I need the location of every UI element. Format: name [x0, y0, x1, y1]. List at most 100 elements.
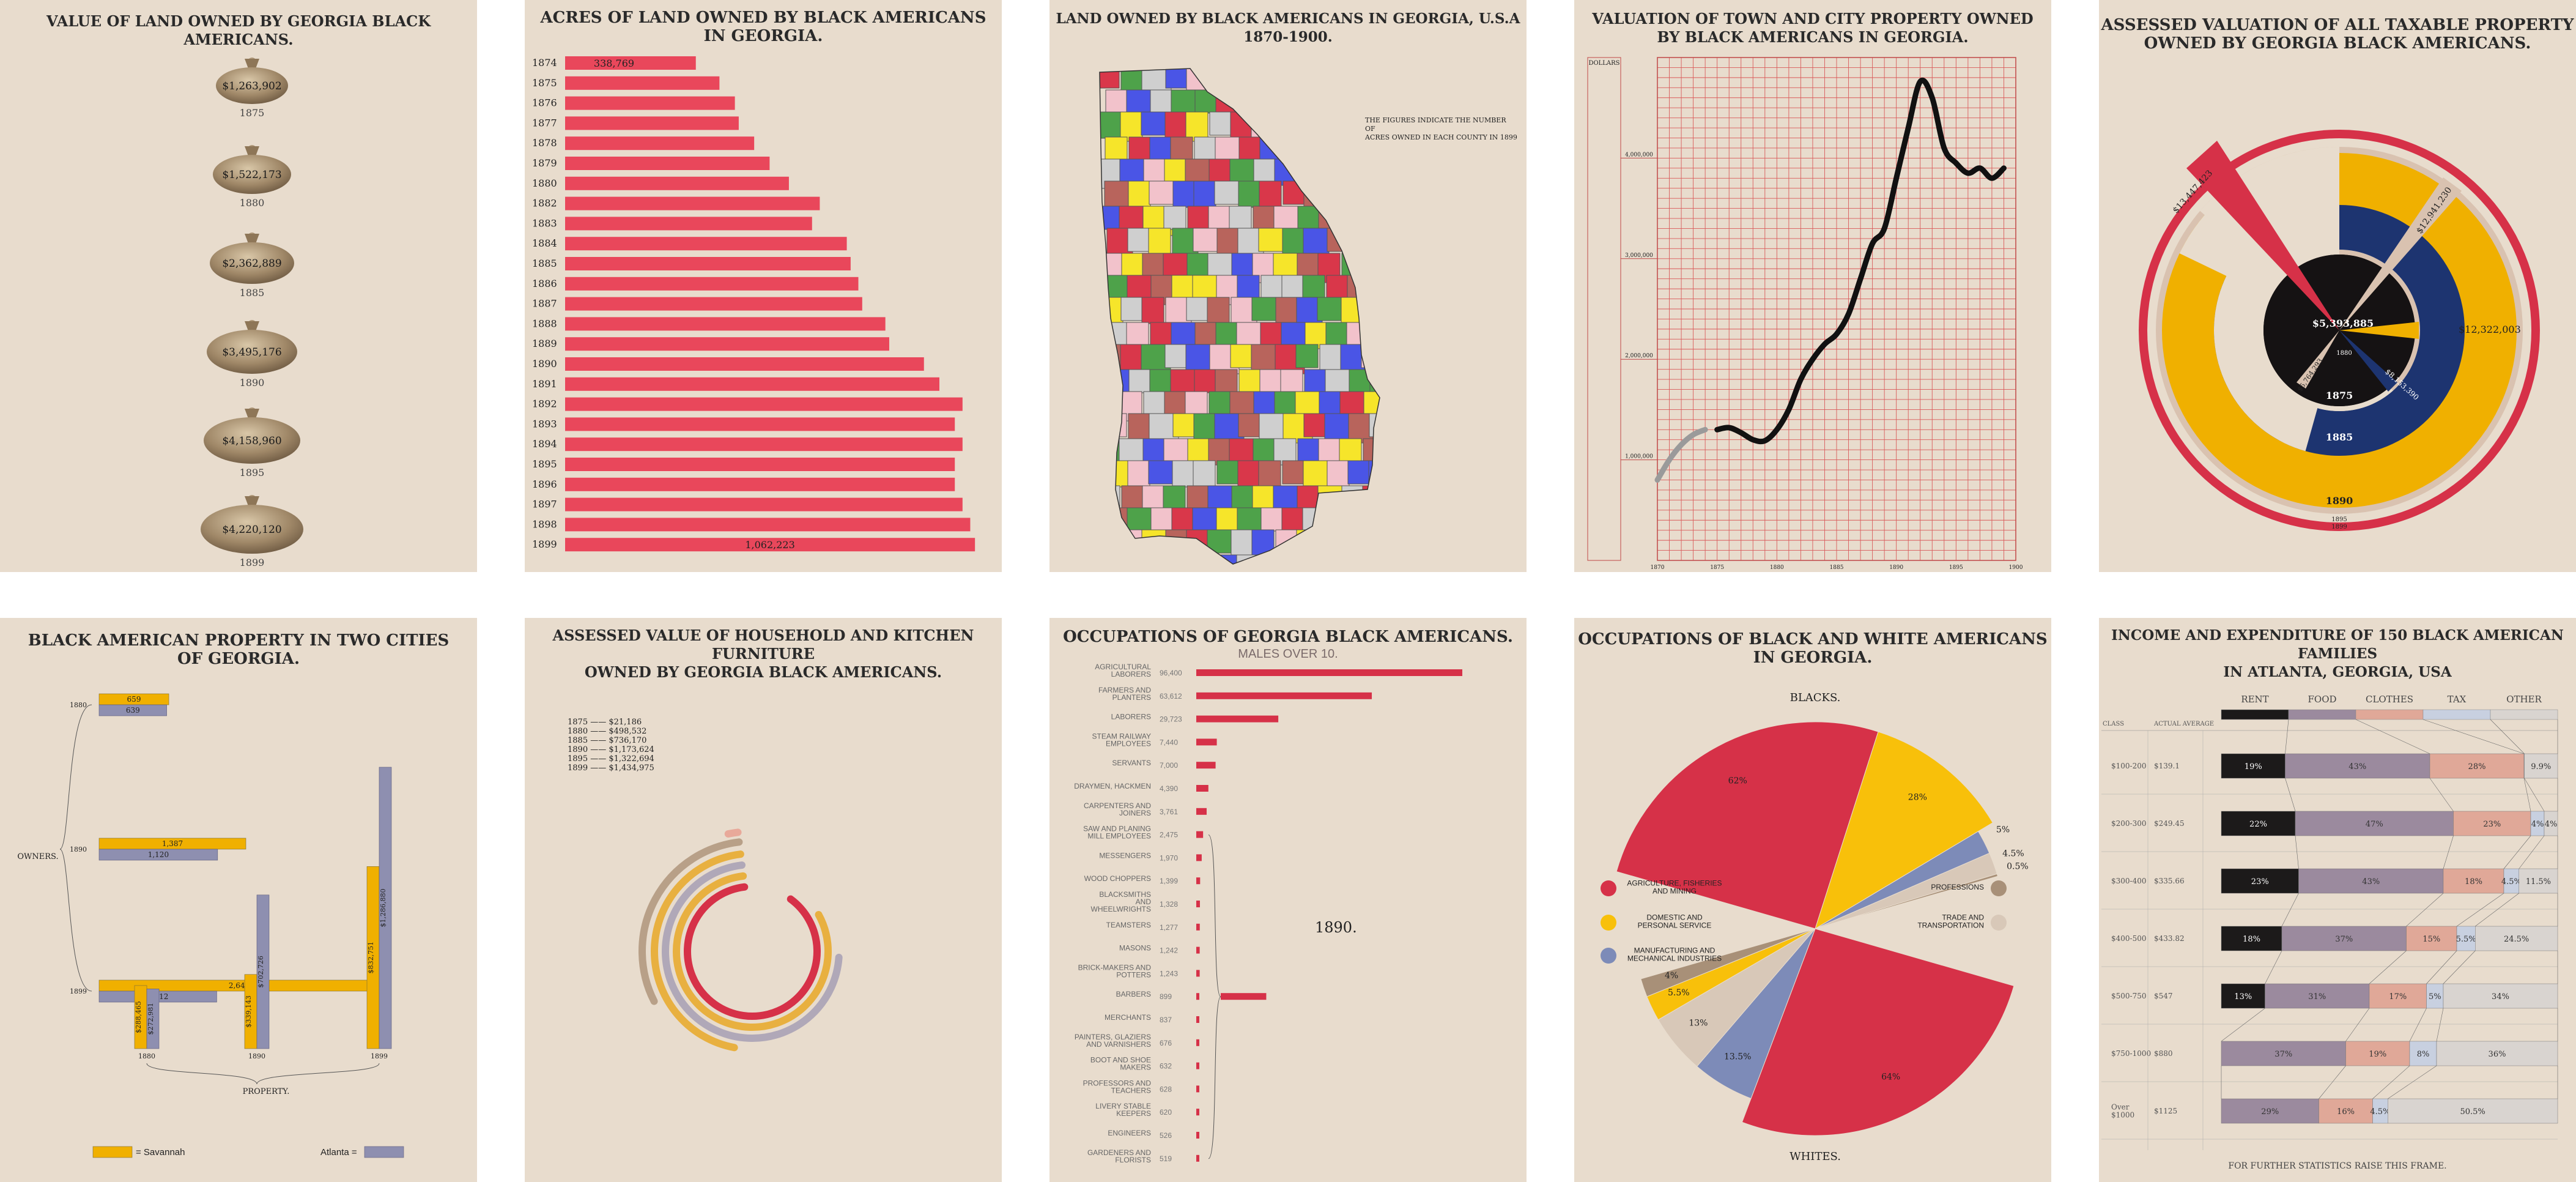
connector-line — [2443, 835, 2454, 869]
row-year-label: 1880 — [70, 701, 87, 709]
county — [1347, 228, 1371, 255]
county — [1207, 297, 1230, 324]
furniture-arc — [684, 883, 821, 1020]
year-label: 1899 — [240, 557, 265, 568]
other-occupations-bar — [1221, 993, 1267, 1000]
year-label: 1880 — [532, 177, 557, 189]
county — [1171, 275, 1194, 299]
y-tick-label: 3,000,000 — [1625, 253, 1653, 259]
map-annotation: THE FIGURES INDICATE THE NUMBER OF ACRES… — [1365, 116, 1517, 141]
occupation-bar — [1196, 1016, 1199, 1023]
expense-segment — [2475, 926, 2558, 951]
county — [1275, 69, 1306, 95]
expense-label: 19% — [2245, 762, 2262, 771]
x-tick-label: 1890 — [1889, 565, 1903, 571]
average-label: $547 — [2154, 992, 2173, 1000]
owners-axis-label: OWNERS. — [17, 852, 58, 861]
whites-label: WHITES. — [1790, 1150, 1841, 1163]
average-label: $249.45 — [2154, 819, 2185, 828]
occupation-value: 837 — [1160, 1016, 1172, 1024]
year-label: 1887 — [532, 298, 557, 310]
occupation-value: 1,242 — [1160, 946, 1178, 955]
x-tick-label: 1885 — [1830, 565, 1844, 571]
county — [1302, 275, 1325, 299]
county — [1363, 158, 1380, 189]
expense-segment — [2319, 1098, 2373, 1124]
year-label-1890: 1890 — [2326, 495, 2353, 507]
year-label: 1878 — [532, 137, 557, 149]
legend-dot — [1991, 880, 2007, 896]
legend-label-savannah: = Savannah — [136, 1147, 185, 1158]
header-swatch — [2490, 709, 2558, 720]
panel-occupations-males: OCCUPATIONS OF GEORGIA BLACK AMERICANS. … — [1049, 618, 1527, 1182]
acre-bar — [565, 458, 955, 471]
occupation-label: TEAMSTERS — [1106, 921, 1151, 929]
value-label-1890: $12,322,003 — [2459, 324, 2521, 335]
county — [1238, 413, 1261, 437]
county — [1339, 206, 1369, 236]
acre-bar — [565, 96, 735, 110]
bag-knot — [245, 146, 259, 156]
plot-frame — [1657, 57, 2016, 561]
occupation-value: 628 — [1160, 1085, 1172, 1093]
owners-value-savannah: 2,647 — [229, 981, 250, 990]
expense-label: 47% — [2366, 820, 2383, 829]
expense-label: 23% — [2483, 820, 2501, 829]
expense-label: 37% — [2335, 935, 2353, 944]
connector-line — [2372, 1065, 2410, 1099]
money-bag — [204, 417, 300, 464]
county — [1282, 228, 1305, 255]
county — [1370, 89, 1380, 120]
whites-percent-label: 13% — [1689, 1019, 1708, 1028]
expense-segment — [2221, 811, 2296, 836]
county — [1273, 253, 1300, 277]
furniture-arc — [662, 861, 843, 1042]
expense-segment — [2298, 868, 2444, 894]
connector-line — [2369, 950, 2407, 984]
owners-value-savannah: 659 — [127, 695, 141, 704]
county — [1164, 344, 1188, 368]
average-label: $433.82 — [2154, 934, 2185, 943]
expense-label: 5.5% — [2456, 935, 2476, 944]
county — [1259, 180, 1282, 211]
occupation-label: BOOT AND SHOE MAKERS — [1090, 1056, 1151, 1072]
furniture-arc — [673, 872, 832, 1031]
occupation-label: MASONS — [1119, 944, 1151, 953]
acre-bar — [565, 477, 955, 491]
occupation-bar — [1196, 970, 1200, 977]
column-header: TAX — [2448, 694, 2467, 705]
county — [1362, 253, 1380, 280]
valuation-line-chart: DOLLARS 1,000,000 2,000,000 3,000,000 4,000,… — [1587, 57, 2023, 571]
whites-percent-label: 13.5% — [1724, 1052, 1751, 1062]
county — [1148, 460, 1175, 485]
property-bar-atlanta — [256, 894, 270, 1049]
expense-label: 4% — [2545, 820, 2558, 829]
expense-label: 24.5% — [2504, 935, 2529, 944]
occupation-label: PAINTERS, GLAZIERS AND VARNISHERS — [1075, 1033, 1151, 1049]
year-label: 1875 — [240, 107, 265, 119]
axis-box — [1587, 57, 1621, 561]
acre-bar — [565, 518, 971, 532]
county — [1348, 180, 1375, 205]
county — [1327, 460, 1350, 491]
expense-label: 8% — [2417, 1050, 2430, 1059]
occupation-value: 1,399 — [1160, 877, 1178, 885]
header-swatch — [2288, 709, 2356, 720]
county — [1193, 180, 1216, 211]
blacks-percent-label: 4.5% — [2002, 849, 2024, 858]
occupation-bar — [1196, 738, 1217, 746]
legend-dot — [1601, 948, 1616, 964]
expense-segment — [2285, 753, 2430, 779]
county — [1341, 529, 1368, 554]
county — [1346, 554, 1377, 564]
chart-title: ACRES OF LAND OWNED BY BLACK AMERICANS I… — [540, 9, 986, 45]
county — [1275, 111, 1301, 136]
counties — [1100, 69, 1380, 564]
acre-bar — [565, 136, 755, 151]
county — [1305, 89, 1331, 120]
expense-segment — [2369, 983, 2427, 1009]
furniture-label: 1895 —— $1,322,694 — [568, 754, 654, 764]
two-cities-chart: OWNERS. 1880 659 639 1890 1,387 1,120 1899 2,647… — [17, 693, 404, 1158]
legend-label: PROFESSIONS — [1931, 883, 1984, 891]
county — [1340, 111, 1367, 136]
